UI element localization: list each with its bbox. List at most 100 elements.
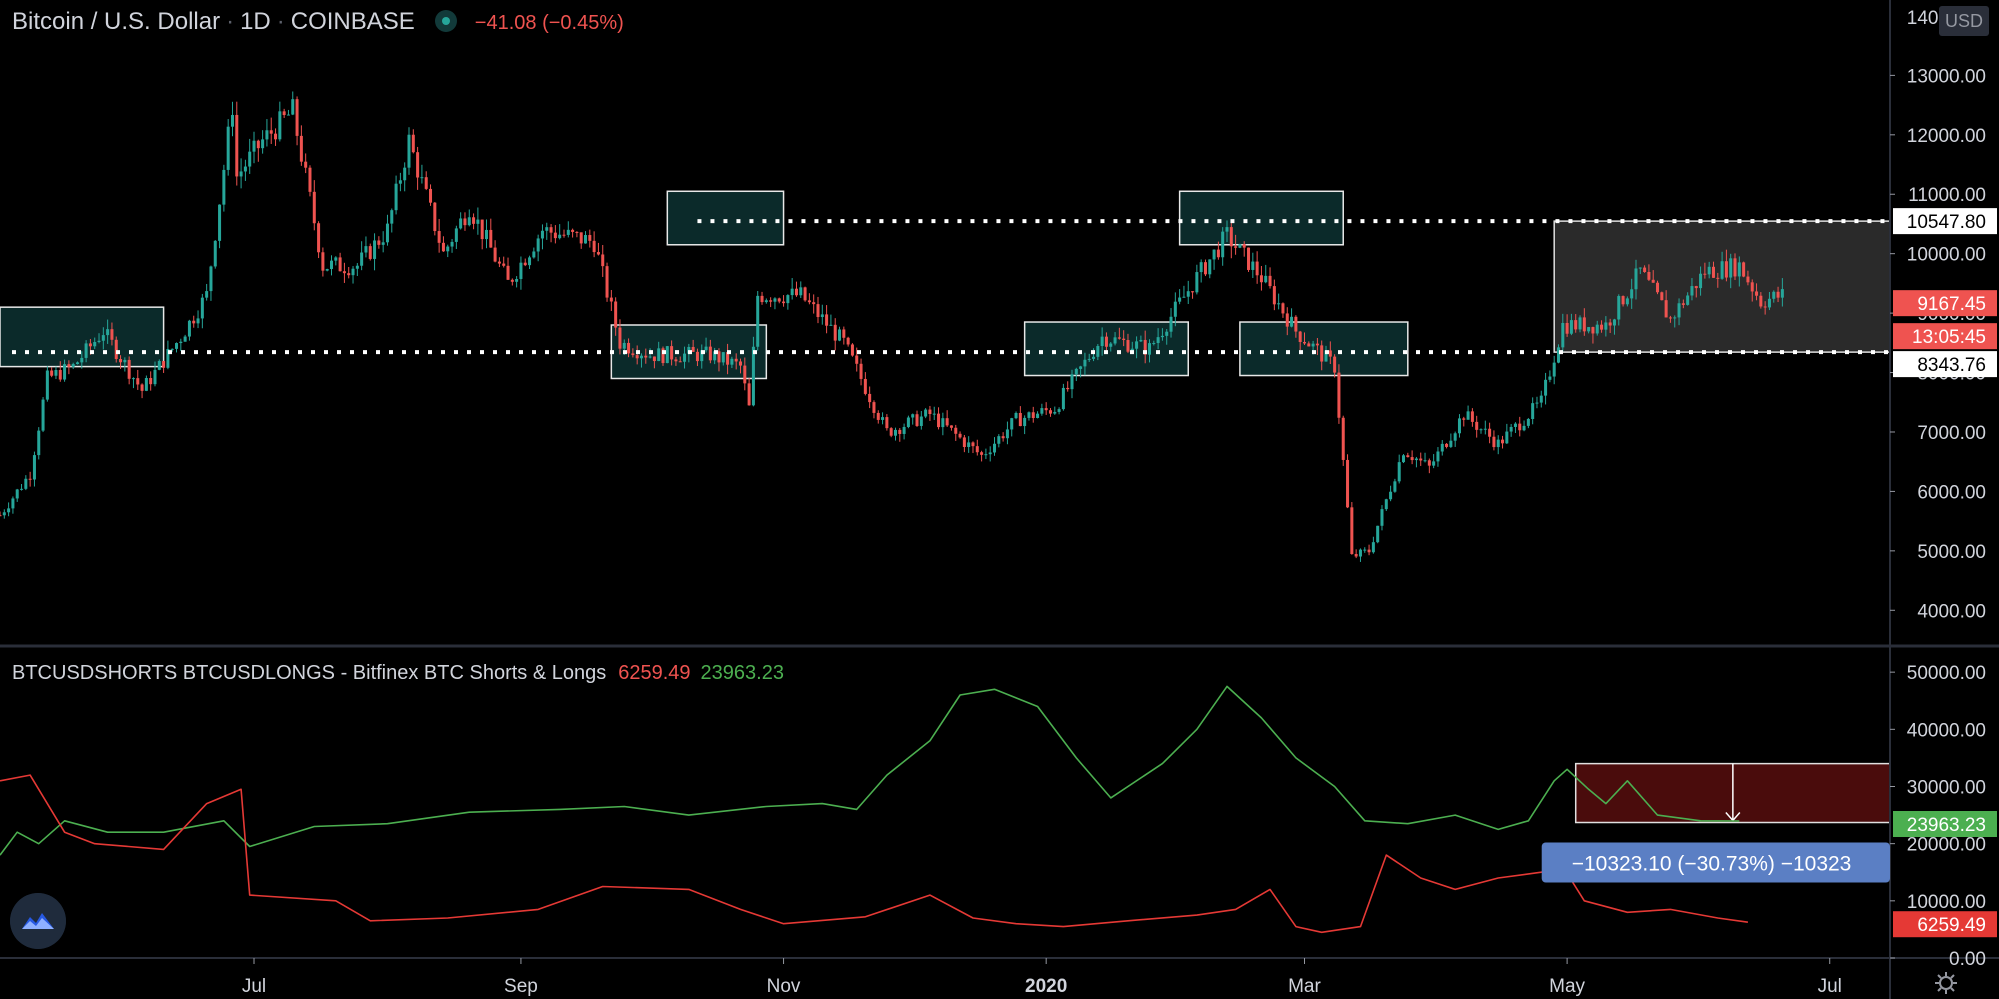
candle-body	[1053, 411, 1057, 414]
candle-body	[889, 428, 893, 436]
candle-body	[484, 229, 488, 240]
candle-body	[1156, 337, 1160, 344]
candle-body	[1518, 423, 1522, 431]
candle-body	[691, 346, 695, 352]
candle-body	[1281, 303, 1285, 314]
candle-body	[790, 288, 794, 296]
candle-body	[502, 263, 506, 266]
candle-body	[114, 339, 118, 360]
candle-body	[420, 177, 424, 179]
candle-body	[1686, 295, 1690, 305]
candle-body	[88, 343, 92, 347]
series-line-btcusdshorts[interactable]	[0, 774, 1749, 934]
price-tick-label: 13000.00	[1907, 66, 1986, 87]
candle-body	[342, 271, 346, 274]
candle-body	[1742, 262, 1746, 277]
candle-body	[1397, 462, 1401, 482]
candle-body	[325, 269, 329, 271]
series-last-value-btcusdlongs: 23963.23	[1907, 815, 1986, 836]
candle-body	[751, 346, 755, 406]
candle-body	[183, 336, 187, 342]
candle-body	[1354, 554, 1358, 557]
price-pane[interactable]	[0, 91, 1891, 562]
candle-body	[1135, 341, 1139, 349]
candle-body	[1027, 412, 1031, 418]
candle-body	[368, 246, 372, 259]
indicator-tick-label: 30000.00	[1907, 777, 1986, 798]
zone-box[interactable]	[1239, 321, 1409, 377]
candle-body	[1277, 303, 1281, 305]
candle-body	[239, 171, 243, 177]
candle-body	[347, 273, 351, 276]
settings-gear-icon[interactable]	[1934, 971, 1958, 995]
candle-body	[166, 349, 170, 368]
candle-body	[1483, 428, 1487, 430]
candle-body	[1389, 491, 1393, 500]
candle-body	[1729, 258, 1733, 278]
candle-body	[949, 425, 953, 428]
candle-body	[1298, 331, 1302, 342]
candle-body	[1010, 418, 1014, 430]
candle-body	[1001, 436, 1005, 439]
candle-body	[1716, 277, 1720, 279]
indicator-title[interactable]: BTCUSDSHORTS BTCUSDLONGS - Bitfinex BTC …	[12, 662, 607, 684]
zone-box[interactable]	[1178, 190, 1344, 246]
symbol-name[interactable]: Bitcoin / U.S. Dollar	[12, 8, 221, 35]
candle-body	[738, 361, 743, 366]
candle-body	[657, 348, 661, 362]
candle-body	[868, 393, 872, 403]
support-price-label-bg	[1893, 351, 1997, 378]
candle-body	[71, 364, 75, 367]
candle-body	[1264, 275, 1268, 283]
candle-body	[304, 161, 308, 168]
candle-body	[282, 111, 286, 116]
candle-body	[1746, 276, 1750, 283]
candle-body	[261, 139, 265, 149]
candle-body	[2, 512, 6, 516]
candle-body	[825, 314, 829, 326]
candle-body	[1238, 244, 1242, 248]
indicator-legend[interactable]: BTCUSDSHORTS BTCUSDLONGS - Bitfinex BTC …	[12, 662, 784, 685]
candle-body	[1242, 244, 1246, 248]
candle-body	[1294, 316, 1298, 332]
series-line-btcusdlongs[interactable]	[0, 685, 1740, 856]
candle-body	[41, 399, 45, 431]
candle-body	[713, 351, 717, 361]
candle-body	[812, 302, 816, 305]
zone-box[interactable]	[666, 190, 785, 246]
candle-body	[1113, 337, 1117, 344]
candle-body	[532, 251, 536, 258]
candle-body	[58, 370, 62, 380]
candle-body	[820, 314, 824, 318]
candle-body	[1574, 320, 1578, 330]
candle-body	[1126, 340, 1130, 352]
candle-body	[1767, 298, 1771, 308]
interval-label[interactable]: 1D	[240, 8, 271, 35]
candle-body	[377, 240, 381, 245]
candle-body	[1216, 249, 1220, 258]
candle-body	[1513, 423, 1517, 427]
candle-body	[1569, 320, 1573, 334]
candle-body	[592, 240, 596, 253]
candle-body	[467, 217, 471, 226]
range-box[interactable]	[1553, 220, 1891, 353]
candle-body	[618, 327, 622, 349]
candle-body	[338, 257, 342, 272]
candle-body	[799, 287, 803, 296]
candle-body	[622, 342, 626, 349]
candle-body	[230, 114, 234, 127]
candle-body	[149, 378, 153, 385]
price-tick-label: 5000.00	[1917, 542, 1986, 563]
tradingview-logo-icon[interactable]	[10, 893, 66, 949]
candle-body	[588, 235, 592, 241]
candle-body	[20, 488, 24, 490]
candle-body	[678, 361, 682, 363]
indicator-pane[interactable]	[0, 685, 1891, 934]
currency-badge[interactable]: USD	[1939, 6, 1989, 36]
indicator-tick-label: 40000.00	[1907, 720, 1986, 741]
status-dot-icon[interactable]	[434, 10, 457, 32]
candle-body	[1182, 296, 1186, 298]
candle-body	[1440, 443, 1444, 452]
candle-body	[218, 204, 222, 241]
